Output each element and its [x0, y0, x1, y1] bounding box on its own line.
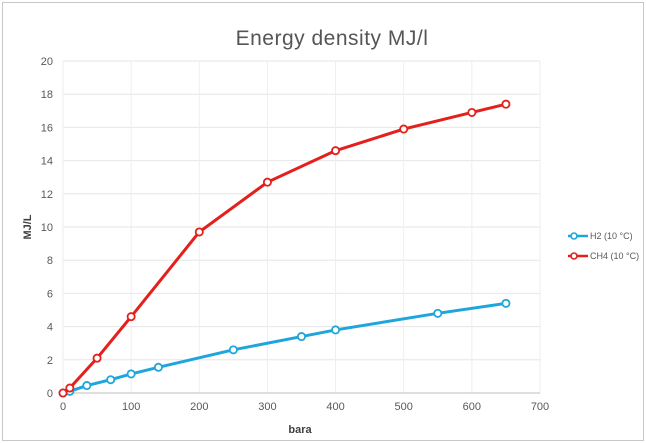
- x-tick-label: 200: [190, 401, 208, 413]
- x-tick-label: 700: [531, 401, 549, 413]
- series-0-legend-label: H2 (10 °C): [590, 231, 633, 241]
- series-1-line: [61, 102, 508, 395]
- series-1-point: [501, 99, 511, 109]
- series-0-point: [331, 325, 341, 335]
- x-tick-label: 600: [463, 401, 481, 413]
- series-0-point: [296, 332, 306, 342]
- series-1-point: [262, 177, 272, 187]
- series-1-legend-label: CH4 (10 °C): [590, 251, 639, 261]
- y-tick-label: 20: [41, 56, 53, 68]
- series-1-legend-marker: [570, 252, 578, 260]
- y-tick-label: 6: [47, 288, 53, 300]
- series-0-point: [106, 375, 116, 385]
- series-1-point: [194, 227, 204, 237]
- y-tick-label: 12: [41, 189, 53, 201]
- series-0-point: [126, 369, 136, 379]
- series-1-point: [331, 146, 341, 156]
- y-tick-label: 10: [41, 222, 53, 234]
- series-0-point: [433, 308, 443, 318]
- y-tick-label: 8: [47, 255, 53, 267]
- x-tick-label: 0: [60, 401, 66, 413]
- series-0-point: [153, 362, 163, 372]
- y-tick-label: 18: [41, 89, 53, 101]
- series-1-point: [126, 312, 136, 322]
- x-tick-label: 500: [395, 401, 413, 413]
- chart-title: Energy density MJ/l: [236, 27, 429, 50]
- x-tick-label: 300: [258, 401, 276, 413]
- series-0-point: [82, 381, 92, 391]
- series-group: [58, 99, 511, 398]
- series-1-point: [92, 353, 102, 363]
- series-1-point: [399, 124, 409, 134]
- y-axis-label: MJ/L: [22, 214, 34, 239]
- y-tick-label: 14: [41, 156, 53, 168]
- series-1-point: [58, 388, 68, 398]
- y-tick-label: 2: [47, 355, 53, 367]
- series-1-point: [65, 383, 75, 393]
- y-tick-label: 16: [41, 122, 53, 134]
- x-tick-label: 400: [326, 401, 344, 413]
- series-0-legend-marker: [570, 232, 578, 240]
- x-tick-label: 100: [122, 401, 140, 413]
- series-0-point: [501, 298, 511, 308]
- y-tick-label: 4: [47, 322, 53, 334]
- series-0-point: [228, 345, 238, 355]
- y-tick-label: 0: [47, 388, 53, 400]
- x-axis-label: bara: [288, 424, 312, 436]
- legend: H2 (10 °C) CH4 (10 °C): [568, 231, 639, 261]
- series-1-point: [467, 107, 477, 117]
